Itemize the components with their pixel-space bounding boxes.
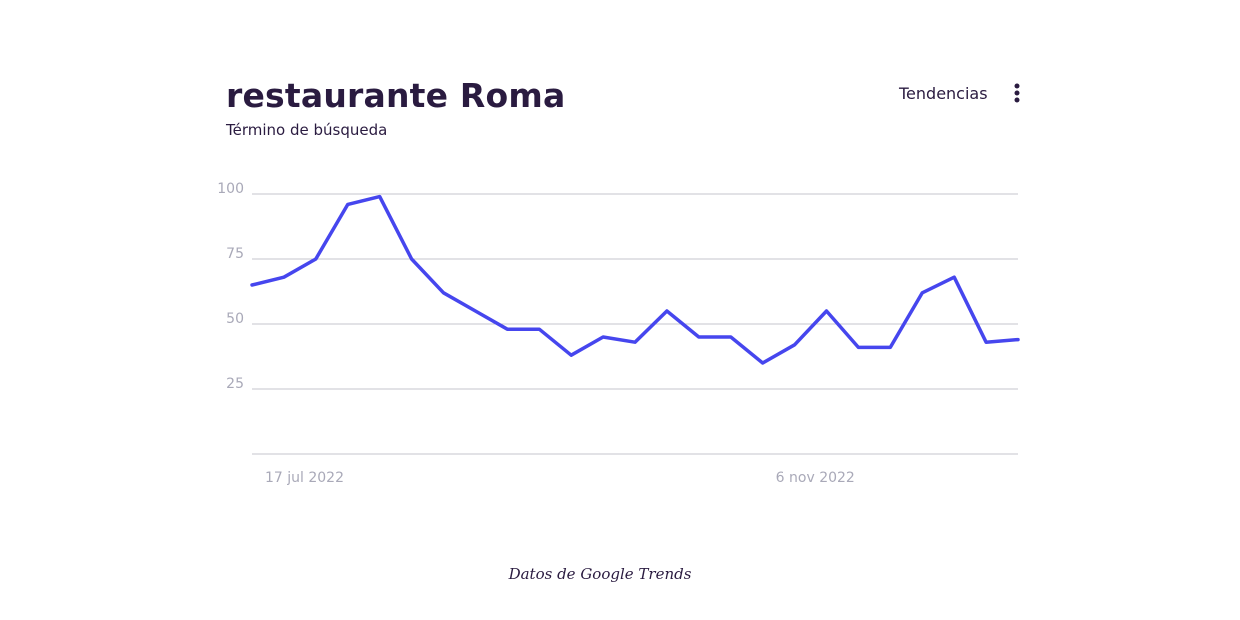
chart-subtitle: Término de búsqueda bbox=[226, 121, 388, 139]
y-axis-ticks: 100 75 50 25 bbox=[217, 181, 244, 392]
data-point[interactable] bbox=[502, 324, 512, 334]
y-tick-label: 25 bbox=[226, 376, 244, 392]
data-point[interactable] bbox=[822, 306, 832, 316]
data-point[interactable] bbox=[439, 288, 449, 298]
data-point[interactable] bbox=[598, 332, 608, 342]
data-point[interactable] bbox=[630, 337, 640, 347]
data-point[interactable] bbox=[853, 342, 863, 352]
data-point[interactable] bbox=[981, 337, 991, 347]
y-tick-label: 75 bbox=[226, 246, 244, 262]
y-tick-label: 100 bbox=[217, 181, 244, 197]
data-point[interactable] bbox=[343, 199, 353, 209]
data-point[interactable] bbox=[790, 340, 800, 350]
vertical-ellipsis-icon[interactable] bbox=[1010, 82, 1024, 104]
data-point[interactable] bbox=[470, 306, 480, 316]
data-source-note: Datos de Google Trends bbox=[508, 565, 692, 583]
data-point[interactable] bbox=[694, 332, 704, 342]
series-layer bbox=[247, 192, 1023, 368]
data-point[interactable] bbox=[375, 192, 385, 202]
data-point[interactable] bbox=[758, 358, 768, 368]
data-point[interactable] bbox=[247, 280, 257, 290]
trends-link[interactable]: Tendencias bbox=[899, 84, 988, 103]
data-point[interactable] bbox=[566, 350, 576, 360]
series-line bbox=[250, 194, 1020, 365]
x-tick-label: 6 nov 2022 bbox=[776, 470, 855, 486]
data-point[interactable] bbox=[726, 332, 736, 342]
data-point[interactable] bbox=[407, 254, 417, 264]
y-tick-label: 50 bbox=[226, 311, 244, 327]
chart-title: restaurante Roma bbox=[226, 76, 566, 115]
data-point[interactable] bbox=[885, 342, 895, 352]
data-point[interactable] bbox=[534, 324, 544, 334]
x-axis-ticks: 17 jul 2022 6 nov 2022 bbox=[265, 470, 855, 486]
data-point[interactable] bbox=[311, 254, 321, 264]
data-point[interactable] bbox=[949, 272, 959, 282]
grid-lines bbox=[252, 193, 1018, 455]
data-point[interactable] bbox=[917, 288, 927, 298]
data-point[interactable] bbox=[1013, 335, 1023, 345]
x-tick-label: 17 jul 2022 bbox=[265, 470, 344, 486]
data-point[interactable] bbox=[662, 306, 672, 316]
data-point[interactable] bbox=[279, 272, 289, 282]
